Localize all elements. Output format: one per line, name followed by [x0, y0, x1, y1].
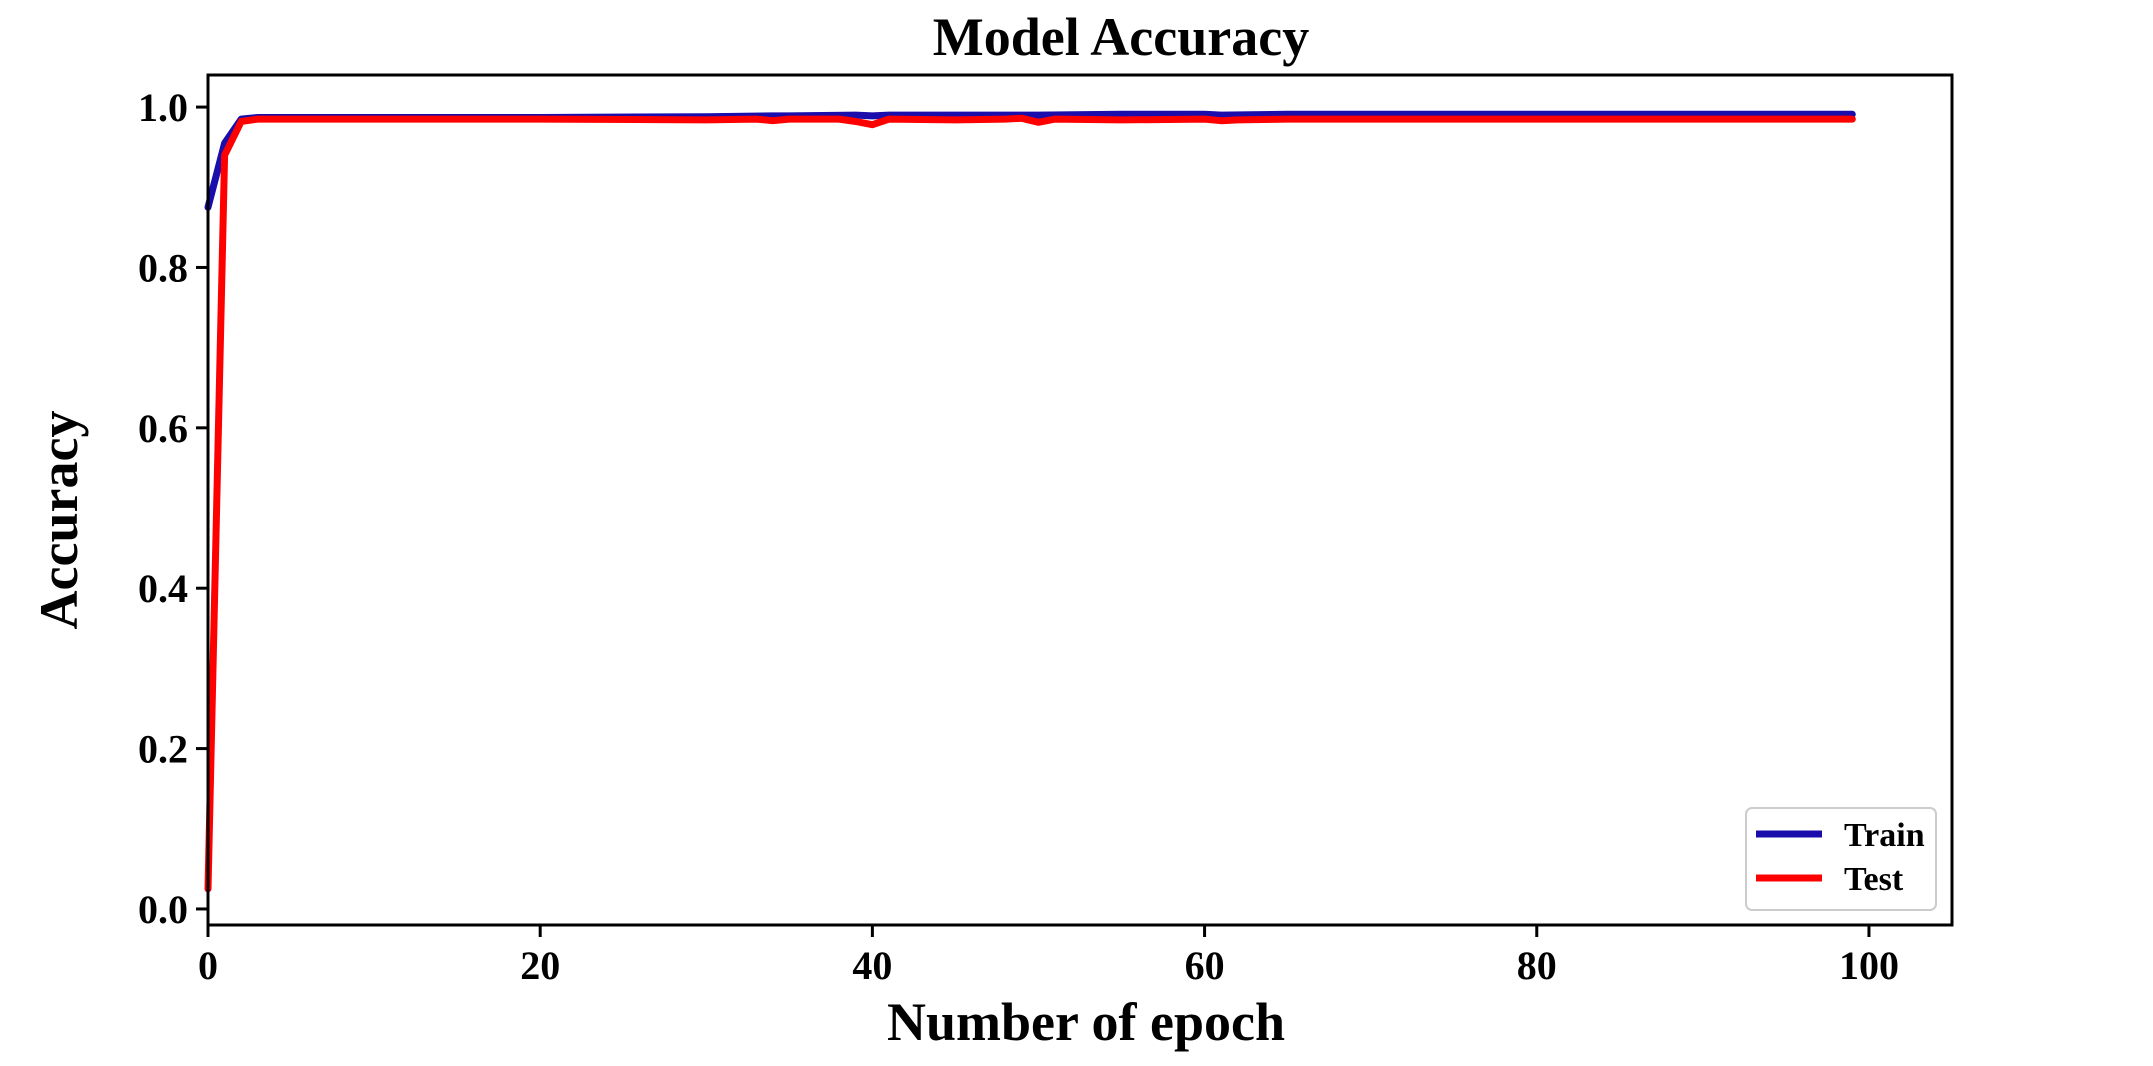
legend: Train Test [1745, 807, 1937, 911]
y-tick-label: 0.0 [138, 887, 188, 932]
legend-label-train: Train [1844, 817, 1925, 854]
x-tick-label: 20 [520, 943, 560, 988]
x-tick-label: 100 [1839, 943, 1899, 988]
legend-label-test: Test [1844, 861, 1904, 898]
x-axis-ticks: 0 20 40 60 80 100 [198, 925, 1899, 988]
series-line-test [204, 114, 1856, 893]
chart-title: Model Accuracy [933, 7, 1309, 67]
y-tick-label: 0.2 [138, 727, 188, 772]
y-tick-label: 0.6 [138, 406, 188, 451]
x-axis-label: Number of epoch [887, 992, 1285, 1052]
series-line-train [204, 110, 1856, 211]
y-axis-ticks: 0.0 0.2 0.4 0.6 0.8 1.0 [138, 85, 208, 932]
y-tick-label: 1.0 [138, 85, 188, 130]
plot-area-frame [206, 73, 1954, 927]
y-tick-label: 0.8 [138, 245, 188, 290]
x-tick-label: 40 [852, 943, 892, 988]
series-layer [204, 110, 1856, 893]
x-tick-label: 0 [198, 943, 218, 988]
x-tick-label: 80 [1517, 943, 1557, 988]
y-tick-label: 0.4 [138, 566, 188, 611]
y-axis-label: Accuracy [29, 411, 89, 630]
x-tick-label: 60 [1185, 943, 1225, 988]
